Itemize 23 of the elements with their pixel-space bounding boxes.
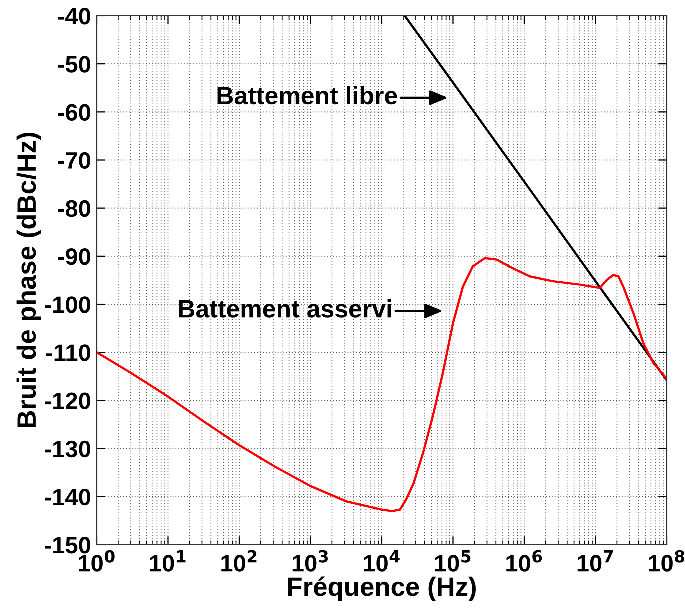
y-tick-label: -50 bbox=[58, 56, 90, 73]
y-tick-label: -70 bbox=[58, 152, 90, 170]
x-tick-label: 10$^{4}$ bbox=[364, 550, 400, 572]
x-tick-label: 10$^{3}$ bbox=[292, 550, 328, 572]
annotation: Battement asservi bbox=[179, 300, 392, 318]
y-tick-label: -40 bbox=[58, 8, 90, 25]
x-tick-label: 10$^{6}$ bbox=[506, 550, 542, 572]
y-tick-label: -80 bbox=[58, 200, 90, 218]
y-tick-label: -120 bbox=[45, 392, 90, 410]
y-axis-title: Bruit de phase (dBc/Hz) bbox=[16, 132, 42, 428]
y-tick-label: -110 bbox=[46, 344, 90, 362]
x-axis-title: Fréquence (Hz) bbox=[288, 576, 476, 602]
x-tick-label: 10$^{1}$ bbox=[150, 550, 186, 572]
x-tick-label: 10$^{8}$ bbox=[649, 550, 685, 572]
x-tick-label: 10$^{7}$ bbox=[578, 550, 614, 572]
y-tick-label: -90 bbox=[58, 248, 90, 266]
y-tick-label: -100 bbox=[45, 296, 90, 314]
x-tick-label: 10$^{2}$ bbox=[222, 550, 257, 572]
y-tick-label: -130 bbox=[45, 440, 90, 458]
y-tick-label: -140 bbox=[45, 488, 90, 506]
annotation: Battement libre bbox=[218, 86, 398, 105]
x-tick-label: 10$^{5}$ bbox=[435, 550, 471, 572]
y-tick-label: -60 bbox=[58, 104, 90, 121]
